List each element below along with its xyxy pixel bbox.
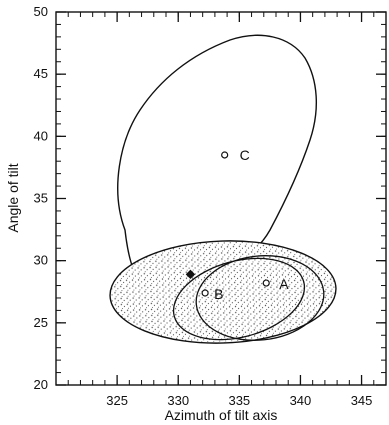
- y-tick-label: 35: [34, 191, 48, 206]
- x-axis-title: Azimuth of tilt axis: [165, 407, 278, 423]
- y-tick-label: 45: [34, 66, 48, 81]
- confidence-regions: [109, 34, 337, 344]
- y-tick-label: 30: [34, 253, 48, 268]
- x-tick-label: 330: [167, 393, 189, 408]
- point-c: [221, 151, 229, 159]
- y-tick-label: 40: [34, 128, 48, 143]
- y-axis-title: Angle of tilt: [5, 163, 21, 232]
- region-large-shaded: [109, 240, 337, 344]
- point-label-a: A: [279, 276, 289, 292]
- region-b-outline: [172, 257, 306, 341]
- x-tick-label: 325: [106, 393, 128, 408]
- y-tick-label: 50: [34, 4, 48, 19]
- major-ticks: [56, 11, 386, 386]
- filled-diamond-point: [185, 269, 196, 280]
- point-label-b: B: [214, 286, 223, 302]
- minor-ticks: [55, 11, 387, 386]
- point-b: [201, 289, 209, 297]
- data-markers: C A B: [185, 147, 289, 302]
- point-label-c: C: [240, 147, 250, 163]
- region-a-outline: [195, 255, 325, 341]
- x-tick-label: 345: [351, 393, 373, 408]
- x-tick-label: 335: [228, 393, 250, 408]
- y-tick-label: 20: [34, 377, 48, 392]
- y-tick-label: 25: [34, 315, 48, 330]
- x-tick-label: 340: [290, 393, 312, 408]
- point-a: [262, 279, 270, 287]
- tick-labels: 325 330 335 340 345 20 25 30 35 40 45 50: [34, 4, 373, 408]
